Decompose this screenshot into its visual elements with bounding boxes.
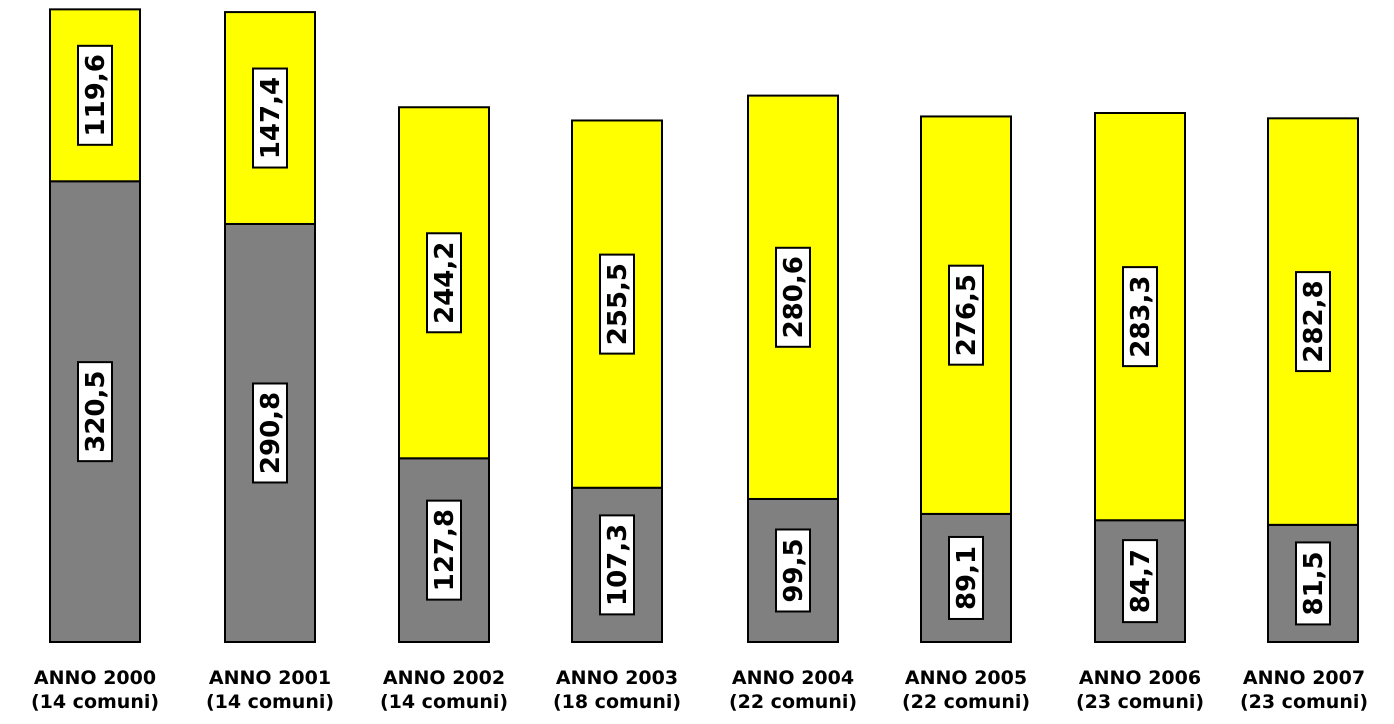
value-label-box — [426, 232, 462, 334]
category-label-4: ANNO 2004 (22 comuni) — [703, 666, 883, 714]
value-label-text: 282,8 — [1299, 280, 1329, 362]
value-label-box — [426, 499, 462, 601]
category-year: ANNO 2000 — [33, 667, 157, 689]
value-label-yellow-1: 147,4 — [252, 67, 288, 169]
value-label-box — [77, 44, 113, 146]
value-label-text: 107,3 — [603, 524, 633, 606]
value-label-gray-5: 89,1 — [948, 535, 984, 620]
value-label-text: 276,5 — [952, 274, 982, 356]
category-count: (22 comuni) — [728, 691, 858, 713]
value-label-box — [252, 67, 288, 169]
value-label-box — [599, 514, 635, 616]
category-year: ANNO 2007 — [1242, 667, 1366, 689]
value-label-yellow-3: 255,5 — [599, 253, 635, 355]
category-year: ANNO 2001 — [208, 667, 332, 689]
value-label-box — [77, 361, 113, 463]
category-year: ANNO 2006 — [1078, 667, 1202, 689]
category-year: ANNO 2003 — [555, 667, 679, 689]
value-label-text: 283,3 — [1126, 275, 1156, 357]
category-year: ANNO 2004 — [731, 667, 855, 689]
value-label-box — [948, 535, 984, 620]
value-label-text: 84,7 — [1126, 549, 1156, 613]
category-year: ANNO 2005 — [904, 667, 1028, 689]
value-label-text: 320,5 — [81, 371, 111, 453]
bar-segment-yellow-4 — [747, 94, 839, 500]
category-label-6: ANNO 2006 (23 comuni) — [1050, 666, 1230, 714]
value-label-yellow-7: 282,8 — [1295, 271, 1331, 373]
category-label-3: ANNO 2003 (18 comuni) — [527, 666, 707, 714]
value-label-text: 89,1 — [952, 546, 982, 610]
value-label-text: 119,6 — [81, 54, 111, 136]
value-label-gray-6: 84,7 — [1122, 539, 1158, 624]
value-label-text: 147,4 — [256, 77, 286, 159]
value-label-gray-1: 290,8 — [252, 382, 288, 484]
category-label-2: ANNO 2002 (14 comuni) — [354, 666, 534, 714]
value-label-box — [775, 246, 811, 348]
value-label-text: 81,5 — [1299, 551, 1329, 615]
value-label-box — [1122, 266, 1158, 368]
value-label-box — [252, 382, 288, 484]
value-label-yellow-6: 283,3 — [1122, 266, 1158, 368]
category-label-1: ANNO 2001 (14 comuni) — [180, 666, 360, 714]
category-count: (14 comuni) — [30, 691, 160, 713]
value-label-text: 127,8 — [430, 509, 460, 591]
value-label-yellow-2: 244,2 — [426, 232, 462, 334]
value-label-box — [1122, 539, 1158, 624]
value-label-box — [599, 253, 635, 355]
value-label-box — [948, 264, 984, 366]
value-label-yellow-4: 280,6 — [775, 246, 811, 348]
value-label-gray-0: 320,5 — [77, 361, 113, 463]
value-label-text: 280,6 — [779, 256, 809, 338]
category-count: (14 comuni) — [379, 691, 509, 713]
value-label-gray-7: 81,5 — [1295, 541, 1331, 626]
value-label-box — [775, 528, 811, 613]
category-label-7: ANNO 2007 (23 comuni) — [1214, 666, 1394, 714]
category-count: (22 comuni) — [901, 691, 1031, 713]
category-year: ANNO 2002 — [382, 667, 506, 689]
category-count: (23 comuni) — [1239, 691, 1369, 713]
value-label-yellow-0: 119,6 — [77, 44, 113, 146]
value-label-text: 244,2 — [430, 242, 460, 324]
value-label-gray-2: 127,8 — [426, 499, 462, 601]
value-label-box — [1295, 541, 1331, 626]
value-label-gray-3: 107,3 — [599, 514, 635, 616]
value-label-gray-4: 99,5 — [775, 528, 811, 613]
category-count: (14 comuni) — [205, 691, 335, 713]
value-label-yellow-5: 276,5 — [948, 264, 984, 366]
category-count: (23 comuni) — [1075, 691, 1205, 713]
value-label-text: 99,5 — [779, 538, 809, 602]
value-label-box — [1295, 271, 1331, 373]
value-label-text: 290,8 — [256, 392, 286, 474]
category-label-0: ANNO 2000 (14 comuni) — [5, 666, 185, 714]
value-label-text: 255,5 — [603, 263, 633, 345]
category-count: (18 comuni) — [552, 691, 682, 713]
category-label-5: ANNO 2005 (22 comuni) — [876, 666, 1056, 714]
